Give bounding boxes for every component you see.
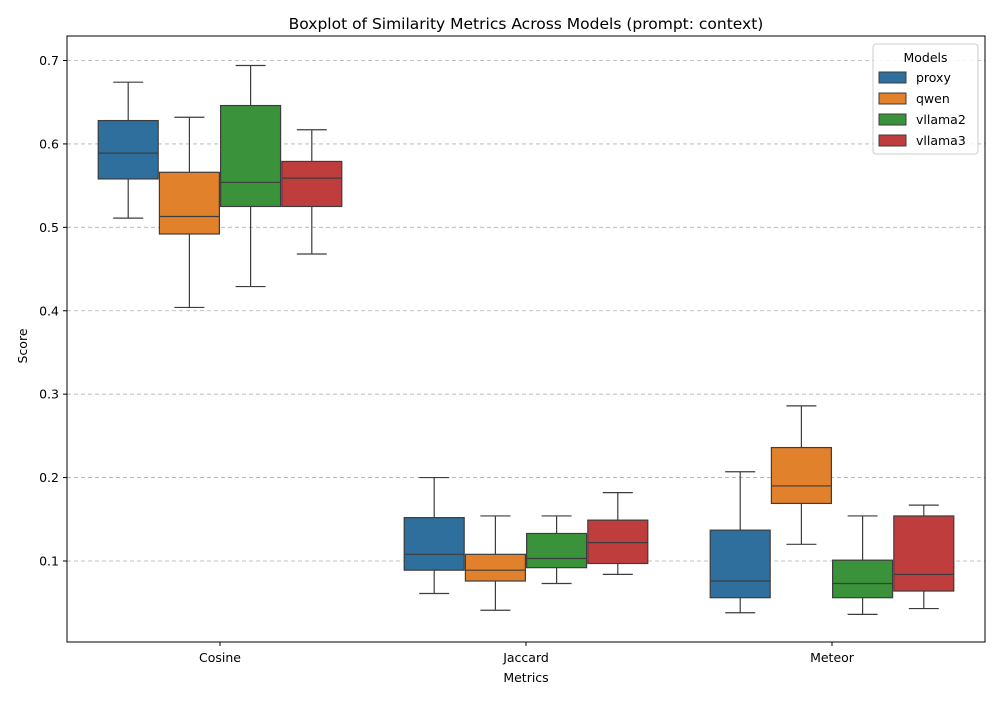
iqr-box <box>770 446 832 505</box>
x-tick-label: Cosine <box>199 650 241 665</box>
plot-frame <box>66 35 986 643</box>
y-tick-label: 0.6 <box>39 136 59 151</box>
chart-title: Boxplot of Similarity Metrics Across Mod… <box>289 15 764 33</box>
legend-swatch-qwen <box>878 92 907 105</box>
iqr-box <box>464 553 526 582</box>
box-vllama2-cosine <box>220 64 282 288</box>
y-axis-ticks: 0.1 0.2 0.3 0.4 0.5 0.6 0.7 <box>39 53 67 569</box>
legend-label-vllama2: vllama2 <box>916 112 966 127</box>
y-tick-label: 0.1 <box>39 554 59 569</box>
iqr-box <box>526 532 588 569</box>
legend-swatch-vllama2 <box>878 113 907 126</box>
y-axis-label: Score <box>15 328 30 363</box>
iqr-box <box>893 515 955 592</box>
y-tick-label: 0.5 <box>39 220 59 235</box>
box-vllama2-meteor <box>832 515 894 615</box>
y-tick-label: 0.7 <box>39 53 59 68</box>
iqr-box <box>97 119 159 180</box>
legend: Models proxy qwen vllama2 vllama3 <box>872 43 979 155</box>
box-layer <box>97 64 955 615</box>
box-proxy-cosine <box>97 81 159 219</box>
box-proxy-meteor <box>709 471 771 614</box>
y-tick-label: 0.4 <box>39 303 59 318</box>
x-tick-label: Meteor <box>810 650 855 665</box>
iqr-box <box>709 529 771 599</box>
x-axis-ticks: Cosine Jaccard Meteor <box>199 642 855 665</box>
legend-label-qwen: qwen <box>916 91 950 106</box>
iqr-box <box>281 160 343 208</box>
y-tick-label: 0.2 <box>39 470 59 485</box>
legend-title: Models <box>903 50 947 65</box>
iqr-box <box>587 519 649 565</box>
box-qwen-cosine <box>158 116 220 309</box>
iqr-box <box>220 104 282 208</box>
x-tick-label: Jaccard <box>502 650 549 665</box>
legend-label-proxy: proxy <box>916 70 951 85</box>
legend-swatch-proxy <box>878 71 907 84</box>
legend-label-vllama3: vllama3 <box>916 133 966 148</box>
x-axis-label: Metrics <box>503 670 548 685</box>
box-proxy-jaccard <box>403 476 465 595</box>
box-qwen-meteor <box>770 405 832 545</box>
box-vllama3-meteor <box>893 504 955 610</box>
box-vllama3-cosine <box>281 129 343 255</box>
iqr-box <box>832 559 894 599</box>
iqr-box <box>158 171 220 235</box>
box-qwen-jaccard <box>464 515 526 611</box>
box-vllama3-jaccard <box>587 491 649 575</box>
y-tick-label: 0.3 <box>39 387 59 402</box>
legend-swatch-vllama3 <box>878 134 907 147</box>
iqr-box <box>403 517 465 571</box>
grid-lines <box>67 60 985 562</box>
box-vllama2-jaccard <box>526 515 588 585</box>
